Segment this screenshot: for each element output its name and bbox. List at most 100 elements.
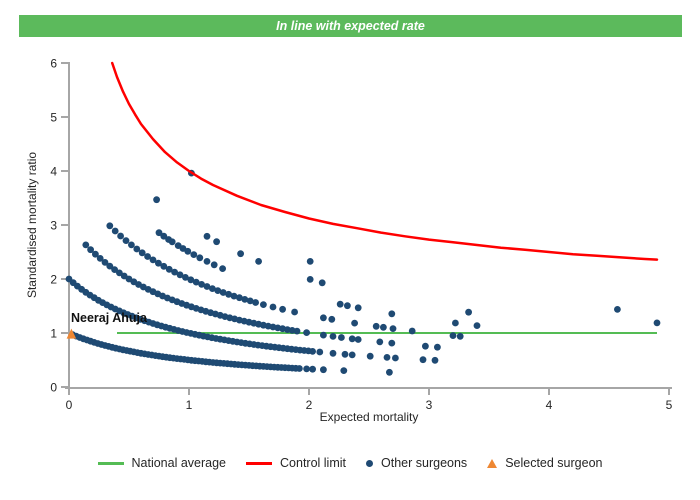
other-surgeon-dot[interactable] — [336, 300, 344, 308]
other-surgeon-dot[interactable] — [116, 269, 123, 277]
other-surgeon-dot[interactable] — [255, 258, 262, 265]
other-surgeon-dot[interactable] — [296, 365, 303, 372]
other-surgeon-dot[interactable] — [291, 308, 298, 316]
other-surgeon-dot[interactable] — [252, 299, 259, 306]
other-surgeon-dot[interactable] — [329, 349, 337, 357]
other-surgeon-dot[interactable] — [133, 245, 141, 253]
other-surgeon-dot[interactable] — [210, 261, 218, 269]
other-surgeon-dot[interactable] — [320, 331, 327, 339]
other-surgeon-dot[interactable] — [246, 297, 254, 305]
other-surgeon-dot[interactable] — [198, 281, 206, 288]
other-surgeon-dot[interactable] — [293, 327, 301, 335]
other-surgeon-dot[interactable] — [473, 322, 481, 329]
other-surgeon-dot[interactable] — [237, 250, 245, 258]
other-surgeon-dot[interactable] — [160, 232, 168, 240]
other-surgeon-dot[interactable] — [225, 290, 233, 298]
other-surgeon-dot[interactable] — [176, 271, 184, 279]
other-surgeon-dot[interactable] — [431, 356, 439, 364]
other-surgeon-dot[interactable] — [122, 237, 130, 245]
other-surgeon-dot[interactable] — [196, 254, 204, 262]
other-surgeon-dot[interactable] — [155, 229, 163, 237]
other-surgeon-dot[interactable] — [366, 352, 374, 360]
other-surgeon-dot[interactable] — [209, 285, 216, 292]
other-surgeon-dot[interactable] — [465, 308, 472, 316]
other-surgeon-dot[interactable] — [341, 350, 349, 358]
other-surgeon-dot[interactable] — [111, 266, 118, 273]
other-surgeon-dot[interactable] — [190, 251, 198, 258]
other-surgeon-dot[interactable] — [434, 343, 441, 351]
other-surgeon-dot[interactable] — [187, 276, 195, 284]
other-surgeon-dot[interactable] — [419, 356, 427, 364]
other-surgeon-dot[interactable] — [219, 265, 227, 272]
other-surgeon-dot[interactable] — [303, 365, 310, 373]
other-surgeon-dot[interactable] — [153, 196, 161, 204]
other-surgeon-dot[interactable] — [144, 253, 152, 260]
other-surgeon-dot[interactable] — [203, 283, 211, 290]
other-surgeon-dot[interactable] — [389, 325, 397, 332]
other-surgeon-dot[interactable] — [92, 250, 99, 258]
other-surgeon-dot[interactable] — [306, 258, 314, 265]
other-surgeon-dot[interactable] — [168, 238, 176, 246]
other-surgeon-dot[interactable] — [101, 259, 109, 266]
other-surgeon-dot[interactable] — [230, 292, 238, 300]
other-surgeon-dot[interactable] — [160, 262, 168, 270]
other-surgeon-dot[interactable] — [213, 238, 221, 246]
other-surgeon-dot[interactable] — [320, 314, 327, 322]
other-surgeon-dot[interactable] — [320, 366, 327, 374]
other-surgeon-dot[interactable] — [149, 256, 157, 264]
other-surgeon-dot[interactable] — [106, 222, 114, 230]
other-surgeon-dot[interactable] — [383, 354, 391, 361]
other-surgeon-dot[interactable] — [653, 319, 661, 327]
other-surgeon-dot[interactable] — [328, 315, 336, 323]
other-surgeon-dot[interactable] — [344, 302, 351, 310]
other-surgeon-dot[interactable] — [87, 246, 94, 254]
other-surgeon-dot[interactable] — [388, 310, 396, 318]
other-surgeon-dot[interactable] — [236, 294, 243, 302]
other-surgeon-dot[interactable] — [408, 327, 416, 335]
other-surgeon-dot[interactable] — [309, 365, 316, 373]
other-surgeon-dot[interactable] — [155, 259, 162, 267]
other-surgeon-dot[interactable] — [614, 306, 621, 313]
other-surgeon-dot[interactable] — [96, 255, 104, 262]
other-surgeon-dot[interactable] — [348, 351, 356, 359]
other-surgeon-dot[interactable] — [388, 339, 396, 347]
other-surgeon-dot[interactable] — [329, 333, 337, 340]
other-surgeon-dot[interactable] — [106, 262, 114, 270]
other-surgeon-dot[interactable] — [82, 241, 90, 249]
other-surgeon-dot[interactable] — [214, 287, 222, 294]
other-surgeon-dot[interactable] — [351, 319, 358, 327]
other-surgeon-dot[interactable] — [138, 249, 146, 257]
other-surgeon-dot[interactable] — [260, 301, 267, 308]
other-surgeon-dot[interactable] — [338, 334, 345, 341]
other-surgeon-dot[interactable] — [380, 323, 387, 331]
other-surgeon-dot[interactable] — [449, 332, 457, 339]
other-surgeon-dot[interactable] — [386, 368, 393, 376]
other-surgeon-dot[interactable] — [111, 227, 119, 235]
other-surgeon-dot[interactable] — [279, 305, 286, 313]
other-surgeon-dot[interactable] — [303, 329, 310, 336]
other-surgeon-dot[interactable] — [182, 274, 189, 281]
other-surgeon-dot[interactable] — [192, 278, 200, 286]
other-surgeon-dot[interactable] — [241, 296, 249, 303]
other-surgeon-dot[interactable] — [306, 276, 314, 283]
other-surgeon-dot[interactable] — [269, 303, 277, 311]
other-surgeon-dot[interactable] — [203, 232, 211, 240]
other-surgeon-dot[interactable] — [392, 354, 399, 362]
other-surgeon-dot[interactable] — [452, 319, 459, 327]
other-surgeon-dot[interactable] — [219, 289, 227, 296]
other-surgeon-dot[interactable] — [316, 348, 324, 356]
selected-surgeon-marker[interactable] — [66, 328, 77, 339]
other-surgeon-dot[interactable] — [203, 258, 211, 265]
other-surgeon-dot[interactable] — [165, 265, 173, 273]
other-surgeon-dot[interactable] — [318, 279, 326, 287]
other-surgeon-dot[interactable] — [309, 348, 316, 355]
other-surgeon-dot[interactable] — [456, 332, 464, 340]
other-surgeon-dot[interactable] — [354, 336, 362, 343]
other-surgeon-dot[interactable] — [422, 342, 429, 350]
other-surgeon-dot[interactable] — [376, 338, 384, 346]
other-surgeon-dot[interactable] — [340, 367, 348, 374]
other-surgeon-dot[interactable] — [117, 232, 124, 240]
other-surgeon-dot[interactable] — [348, 335, 356, 343]
other-surgeon-dot[interactable] — [184, 247, 192, 255]
other-surgeon-dot[interactable] — [372, 322, 380, 330]
